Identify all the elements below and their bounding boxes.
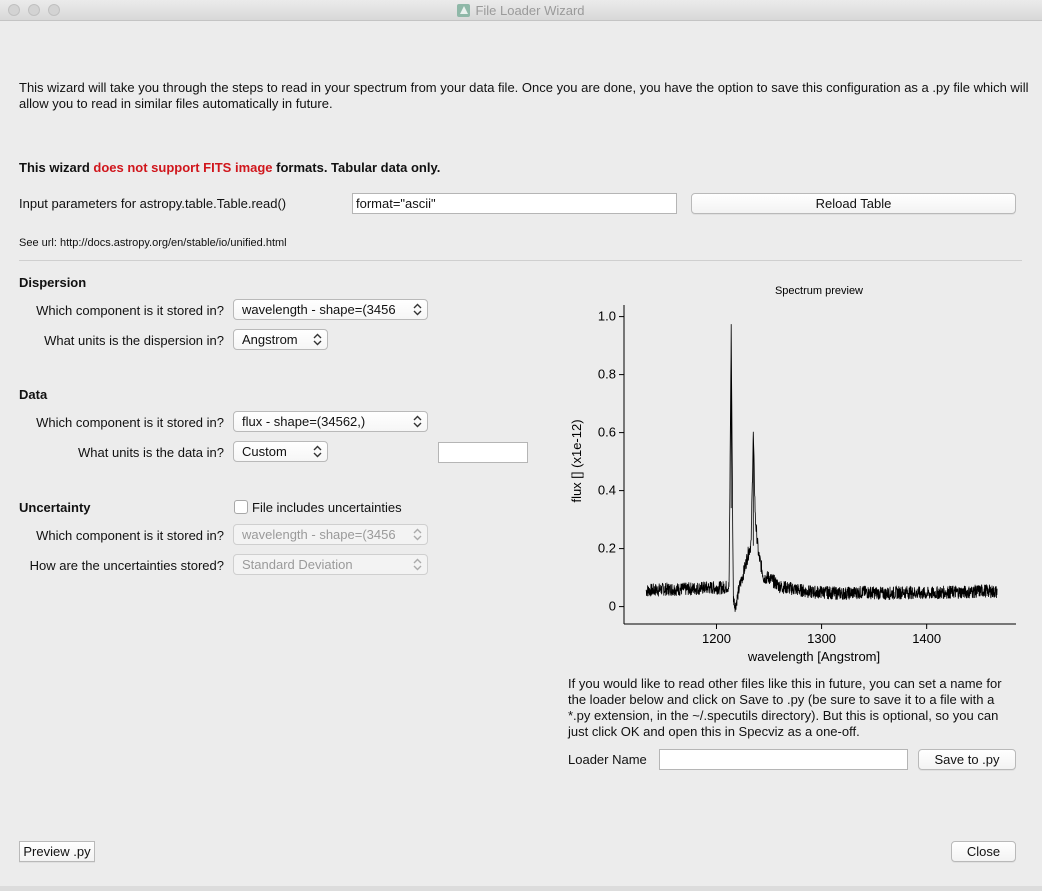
zoom-window-button[interactable] (48, 4, 60, 16)
uncertainties-checkbox-label[interactable]: File includes uncertainties (252, 500, 402, 515)
chevron-updown-icon (413, 558, 422, 571)
dispersion-component-select[interactable]: wavelength - shape=(3456 (233, 299, 428, 320)
uncertainty-stored-label: How are the uncertainties stored? (29, 558, 224, 573)
dispersion-component-value: wavelength - shape=(3456 (242, 302, 396, 317)
intro-text: This wizard will take you through the st… (19, 80, 1029, 111)
spectrum-preview-chart: Spectrum preview 0 0.2 0.4 0.6 0.8 1.0 1200 130… (569, 285, 1016, 664)
y-tick-label: 0 (609, 599, 616, 614)
window-title: File Loader Wizard (475, 3, 585, 18)
y-tick-label: 0.8 (598, 367, 616, 382)
uncertainty-component-label: Which component is it stored in? (36, 528, 224, 543)
input-params-label: Input parameters for astropy.table.Table… (19, 196, 287, 211)
warning-highlight: does not support FITS image (93, 160, 273, 175)
y-tick-label: 1.0 (598, 309, 616, 324)
warning-suffix: formats. Tabular data only. (272, 160, 441, 175)
warning-prefix: This wizard (19, 160, 94, 175)
uncertainties-checkbox[interactable] (234, 500, 248, 514)
divider (19, 260, 1022, 261)
chevron-updown-icon (313, 445, 322, 458)
spectrum-series-line (645, 324, 998, 612)
loader-name-label: Loader Name (568, 752, 647, 767)
x-tick-label: 1300 (807, 631, 836, 646)
close-window-button[interactable] (8, 4, 20, 16)
x-tick-label: 1400 (912, 631, 941, 646)
chevron-updown-icon (413, 528, 422, 541)
data-units-value: Custom (242, 444, 287, 459)
preview-py-button[interactable]: Preview .py (19, 841, 95, 862)
y-tick-label: 0.2 (598, 541, 616, 556)
data-component-select[interactable]: flux - shape=(34562,) (233, 411, 428, 432)
y-tick-label: 0.6 (598, 425, 616, 440)
data-component-value: flux - shape=(34562,) (242, 414, 366, 429)
loader-name-field[interactable] (659, 749, 908, 770)
dispersion-units-label: What units is the dispersion in? (44, 333, 224, 348)
uncertainty-section-title: Uncertainty (19, 500, 91, 515)
data-units-label: What units is the data in? (78, 445, 224, 460)
data-units-select[interactable]: Custom (233, 441, 328, 462)
dispersion-units-value: Angstrom (242, 332, 298, 347)
y-tick-label: 0.4 (598, 483, 616, 498)
chevron-updown-icon (313, 333, 322, 346)
uncertainty-stored-select[interactable]: Standard Deviation (233, 554, 428, 575)
input-params-field[interactable] (352, 193, 677, 214)
loader-help-text: If you would like to read other files li… (568, 676, 1002, 739)
uncertainty-stored-value: Standard Deviation (242, 557, 353, 572)
title-bar: File Loader Wizard (0, 0, 1042, 21)
close-button[interactable]: Close (951, 841, 1016, 862)
minimize-window-button[interactable] (28, 4, 40, 16)
x-tick-label: 1200 (702, 631, 731, 646)
dispersion-units-select[interactable]: Angstrom (233, 329, 328, 350)
see-url-text: See url: http://docs.astropy.org/en/stab… (19, 237, 287, 249)
y-axis-label: flux [] (x1e-12) (569, 419, 584, 502)
data-component-label: Which component is it stored in? (36, 415, 224, 430)
uncertainty-component-value: wavelength - shape=(3456 (242, 527, 396, 542)
custom-units-field[interactable] (438, 442, 528, 463)
window-title-area: File Loader Wizard (0, 3, 1042, 18)
fits-warning: This wizard does not support FITS image … (19, 160, 440, 175)
chevron-updown-icon (413, 303, 422, 316)
window-bottom-edge (0, 886, 1042, 891)
dispersion-component-label: Which component is it stored in? (36, 303, 224, 318)
x-axis-label: wavelength [Angstrom] (747, 649, 880, 664)
uncertainty-component-select[interactable]: wavelength - shape=(3456 (233, 524, 428, 545)
data-section-title: Data (19, 387, 48, 402)
reload-table-button[interactable]: Reload Table (691, 193, 1016, 214)
dispersion-section-title: Dispersion (19, 275, 87, 290)
chart-plot-area: 0 0.2 0.4 0.6 0.8 1.0 1200 1300 1400 (598, 305, 1016, 646)
chart-title: Spectrum preview (775, 285, 863, 297)
chevron-updown-icon (413, 415, 422, 428)
save-to-py-button[interactable]: Save to .py (918, 749, 1016, 770)
app-icon (457, 4, 471, 17)
